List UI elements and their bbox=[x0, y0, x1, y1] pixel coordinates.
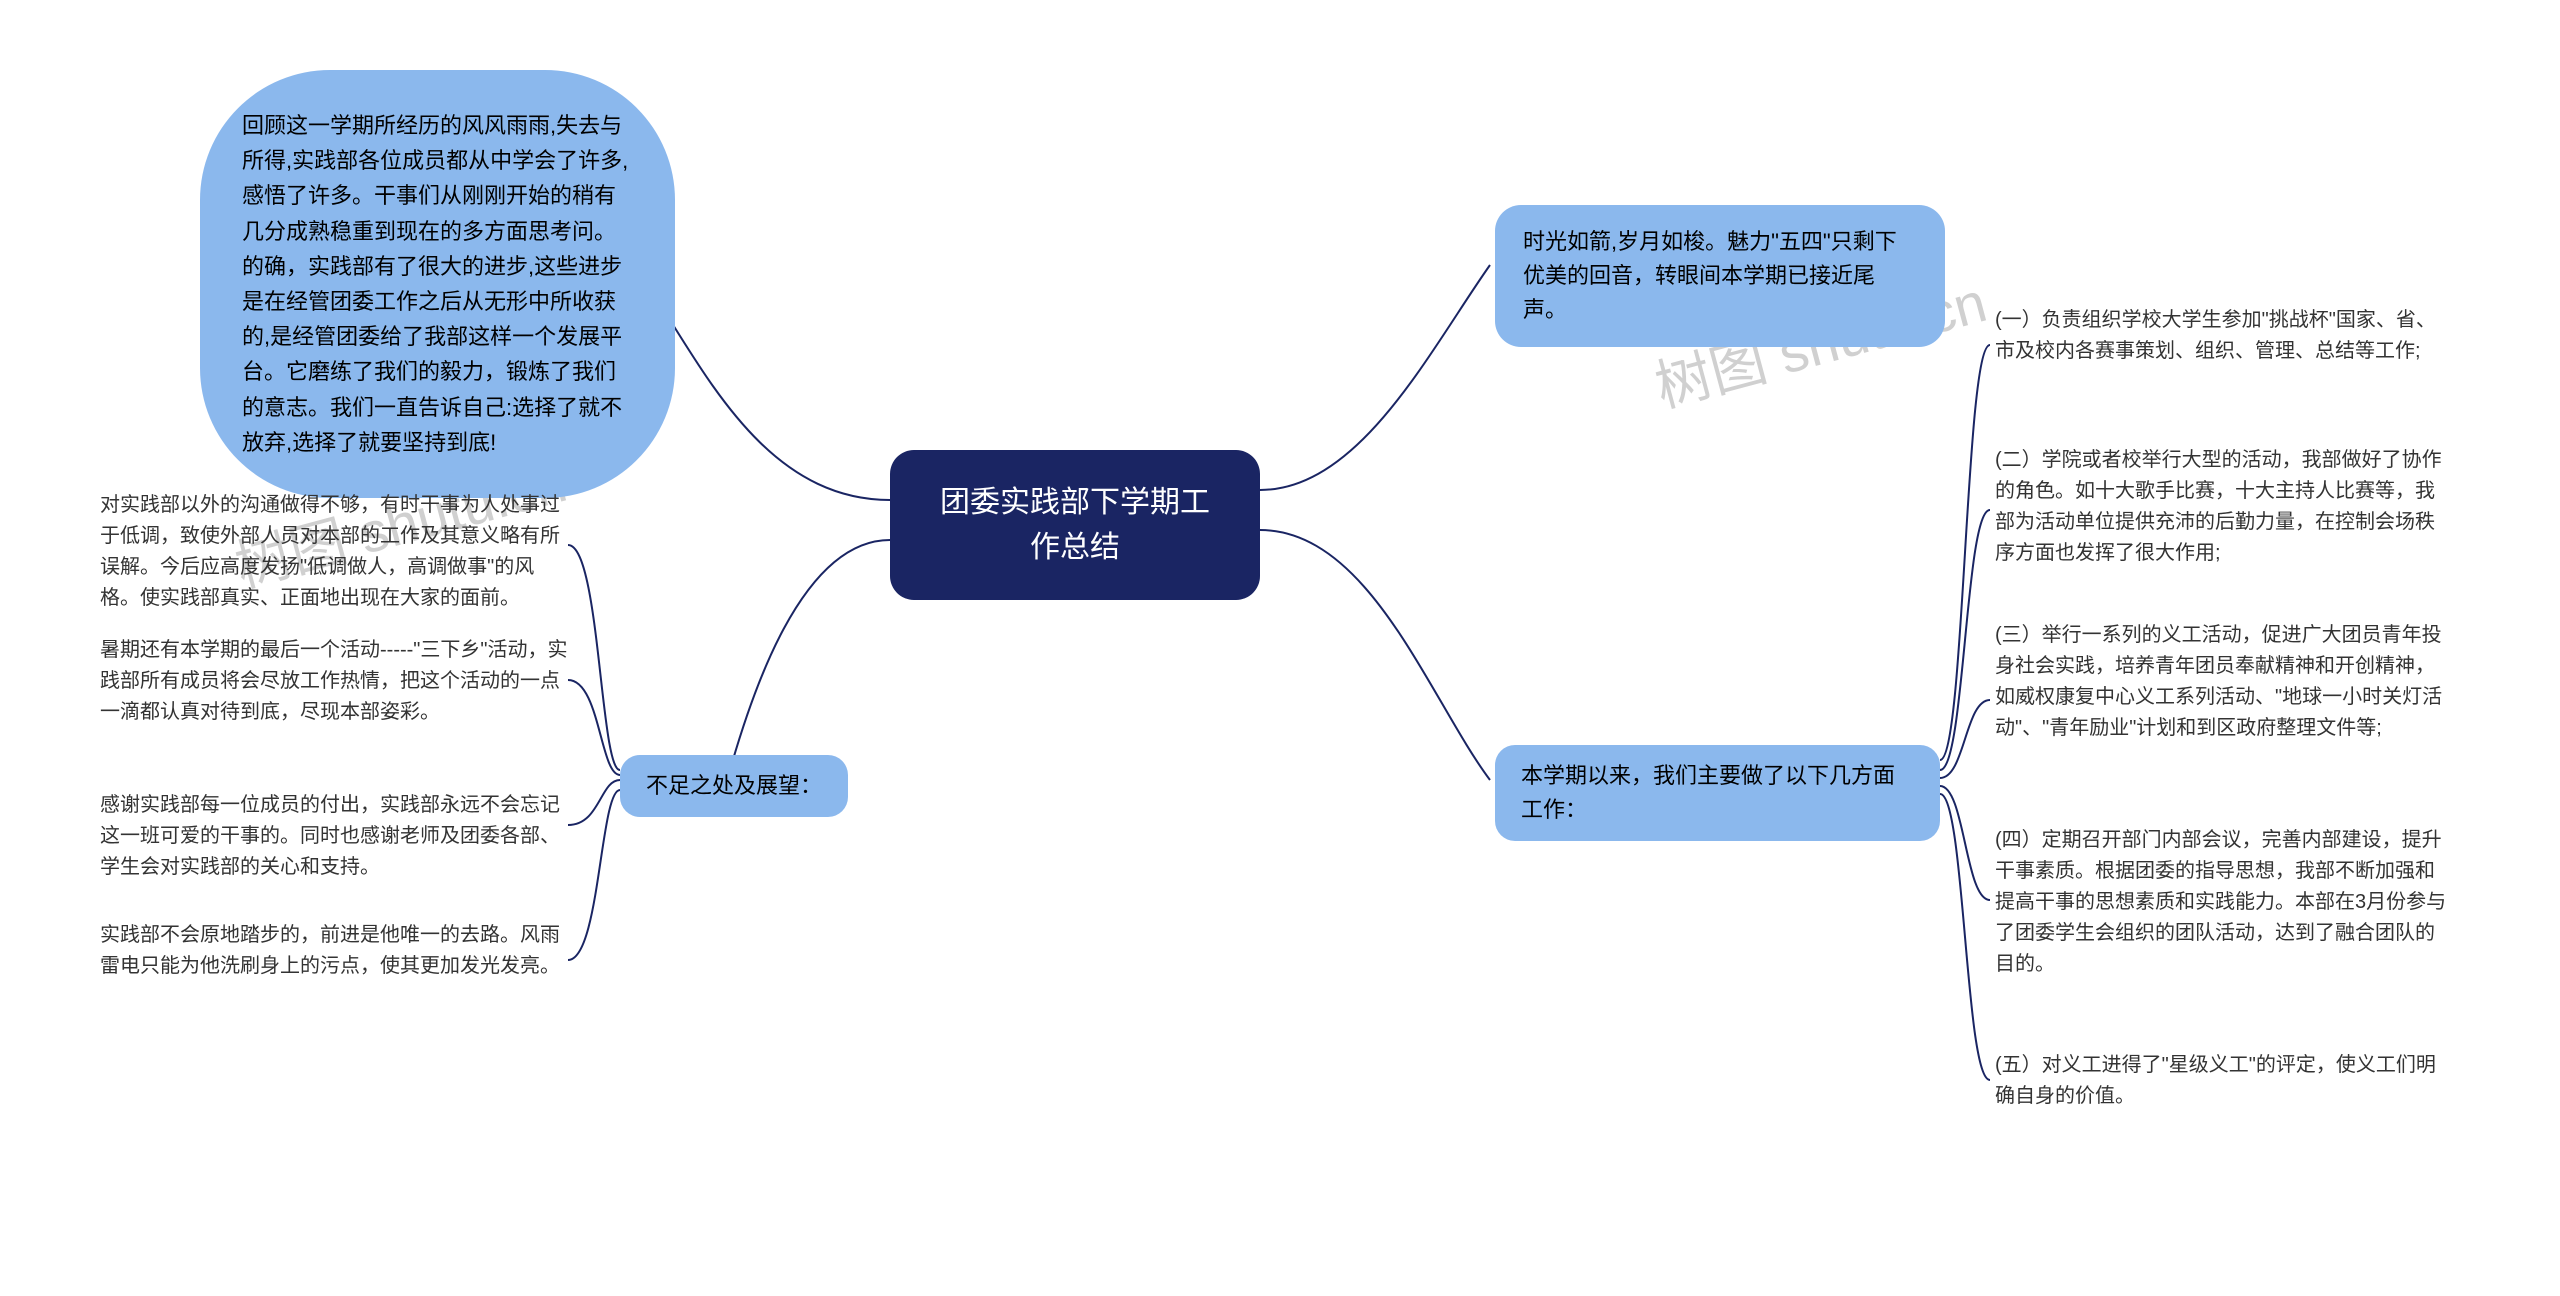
left-leaf-2: 暑期还有本学期的最后一个活动-----"三下乡"活动，实践部所有成员将会尽放工作… bbox=[100, 635, 568, 728]
right-branch-label: 本学期以来，我们主要做了以下几方面工作： bbox=[1495, 745, 1940, 841]
right-leaf-5: (五）对义工进得了"星级义工"的评定，使义工们明确自身的价值。 bbox=[1995, 1050, 2450, 1112]
right-leaf-3: (三）举行一系列的义工活动，促进广大团员青年投身社会实践，培养青年团员奉献精神和… bbox=[1995, 620, 2450, 744]
right-top-bubble: 时光如箭,岁月如梭。魅力"五四"只剩下优美的回音，转眼间本学期已接近尾声。 bbox=[1495, 205, 1945, 347]
left-leaf-4: 实践部不会原地踏步的，前进是他唯一的去路。风雨雷电只能为他洗刷身上的污点，使其更… bbox=[100, 920, 568, 982]
left-leaf-1: 对实践部以外的沟通做得不够，有时干事为人处事过于低调，致使外部人员对本部的工作及… bbox=[100, 490, 568, 614]
right-leaf-1: (一）负责组织学校大学生参加"挑战杯"国家、省、市及校内各赛事策划、组织、管理、… bbox=[1995, 305, 2450, 367]
left-branch-label: 不足之处及展望： bbox=[620, 755, 848, 817]
left-top-bubble: 回顾这一学期所经历的风风雨雨,失去与所得,实践部各位成员都从中学会了许多,感悟了… bbox=[200, 70, 675, 498]
center-node: 团委实践部下学期工作总结 bbox=[890, 450, 1260, 600]
left-leaf-3: 感谢实践部每一位成员的付出，实践部永远不会忘记这一班可爱的干事的。同时也感谢老师… bbox=[100, 790, 568, 883]
right-leaf-4: (四）定期召开部门内部会议，完善内部建设，提升干事素质。根据团委的指导思想，我部… bbox=[1995, 825, 2450, 980]
right-leaf-2: (二）学院或者校举行大型的活动，我部做好了协作的角色。如十大歌手比赛，十大主持人… bbox=[1995, 445, 2450, 569]
